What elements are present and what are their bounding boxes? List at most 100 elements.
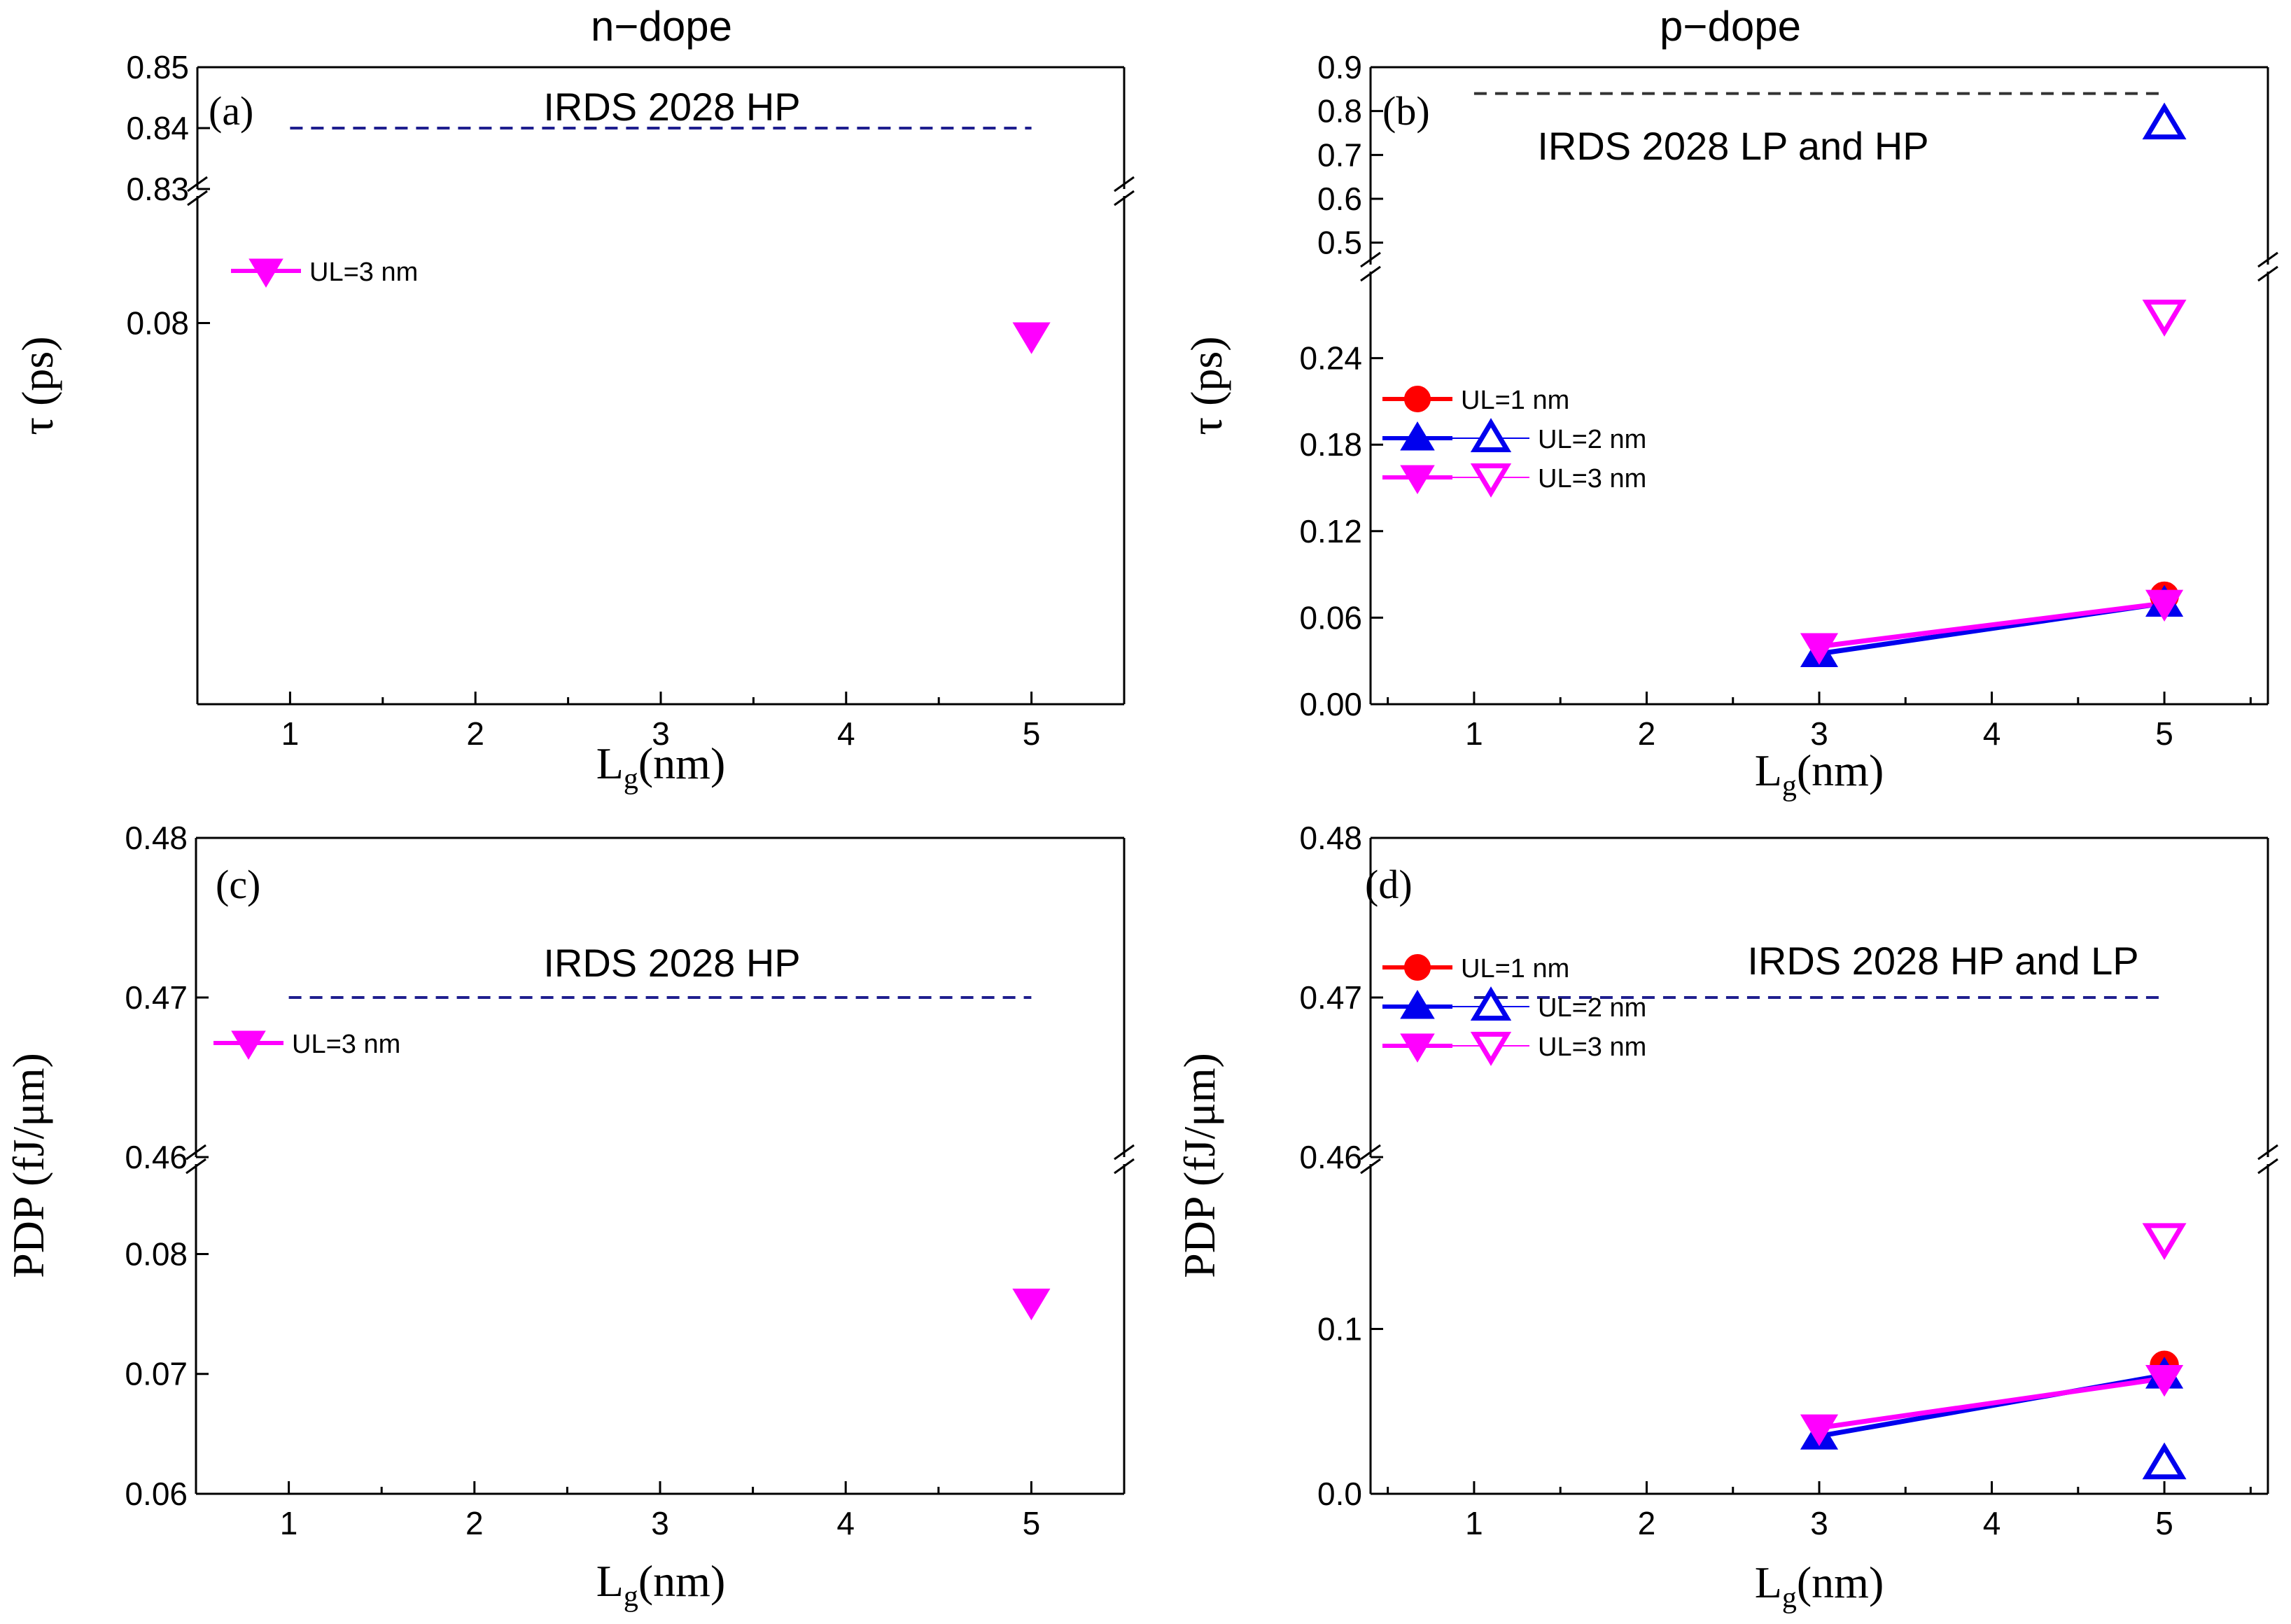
column-title-n-dope: n−dope [591, 3, 732, 50]
legend-marker [1400, 421, 1435, 451]
x-tick-label: 3 [652, 715, 670, 752]
x-tick-label: 3 [1810, 1505, 1828, 1541]
legend-marker [231, 1030, 266, 1060]
y-tick-label: 0.46 [125, 1139, 188, 1175]
y-tick-label: 0.08 [126, 305, 189, 342]
y-tick-label: 0.24 [1299, 340, 1362, 377]
y-axis-label: τ (ps) [13, 336, 62, 435]
y-tick-label: 0.46 [1299, 1139, 1362, 1175]
x-axis-label: Lg(nm) [596, 1556, 726, 1613]
x-tick-label: 3 [1810, 715, 1828, 752]
data-point [2142, 1442, 2187, 1480]
x-tick-label: 2 [1638, 715, 1656, 752]
column-title-p-dope: p−dope [1660, 3, 1801, 50]
legend-marker [1400, 990, 1435, 1019]
data-point [1800, 1414, 1839, 1446]
panel-label: (a) [209, 88, 253, 134]
y-tick-label: 0.1 [1317, 1311, 1362, 1348]
y-tick-label: 0.48 [1299, 820, 1362, 856]
y-tick-label: 0.08 [125, 1236, 188, 1272]
series-line [1819, 601, 2165, 650]
legend-label: UL=3 nm [292, 1030, 400, 1059]
left-axis-break-mark [1360, 1144, 1381, 1161]
x-tick-label: 4 [836, 1505, 855, 1541]
y-tick-label: 0.00 [1299, 686, 1362, 722]
legend-marker [1400, 465, 1435, 494]
legend-marker [1470, 418, 1512, 452]
y-tick-label: 0.47 [1299, 979, 1362, 1016]
legend-label: UL=1 nm [1461, 386, 1569, 415]
x-tick-label: 5 [2155, 1505, 2173, 1541]
data-point [2142, 102, 2187, 140]
legend-label: UL=1 nm [1461, 954, 1569, 983]
y-tick-label: 0.47 [125, 979, 188, 1016]
left-axis-break-mark [1360, 251, 1381, 268]
data-point [2145, 1365, 2184, 1397]
data-point [1800, 633, 1839, 665]
left-axis-break-mark [187, 176, 208, 192]
x-tick-label: 2 [465, 1505, 484, 1541]
legend-label: UL=2 nm [1538, 993, 1646, 1023]
left-axis-break-mark [185, 1158, 206, 1175]
data-point [1012, 1288, 1051, 1321]
y-tick-label: 0.48 [125, 820, 188, 856]
left-axis-break-mark [187, 190, 208, 206]
y-tick-label: 0.83 [126, 171, 189, 207]
legend-marker [1470, 986, 1512, 1021]
panel-label: (d) [1365, 862, 1413, 907]
x-axis-label: Lg(nm) [596, 738, 726, 795]
y-tick-label: 0.8 [1317, 93, 1362, 130]
legend-label: UL=3 nm [1538, 1032, 1646, 1062]
legend-marker [1470, 1032, 1512, 1066]
x-tick-label: 1 [281, 715, 300, 752]
x-axis-label: Lg(nm) [1755, 746, 1884, 802]
right-axis-break-mark [1114, 1158, 1135, 1175]
y-tick-label: 0.06 [1299, 599, 1362, 636]
right-axis-break-mark [1114, 1144, 1135, 1161]
y-tick-label: 0.7 [1317, 136, 1362, 173]
x-tick-label: 5 [1023, 1505, 1041, 1541]
y-tick-label: 0.0 [1317, 1476, 1362, 1512]
y-tick-label: 0.12 [1299, 513, 1362, 550]
x-tick-label: 4 [837, 715, 855, 752]
x-tick-label: 3 [651, 1505, 669, 1541]
y-axis-label: τ (ps) [1182, 336, 1231, 435]
x-tick-label: 1 [280, 1505, 298, 1541]
data-point [2142, 300, 2187, 337]
x-axis-label: Lg(nm) [1755, 1558, 1884, 1614]
legend-marker [1404, 954, 1431, 981]
right-axis-break-mark [2257, 1158, 2278, 1175]
x-tick-label: 2 [466, 715, 484, 752]
y-tick-label: 0.5 [1317, 225, 1362, 261]
x-tick-label: 5 [1023, 715, 1041, 752]
right-axis-break-mark [1114, 190, 1135, 206]
irds-reference-label: IRDS 2028 HP [543, 941, 800, 985]
y-axis-label: PDP (fJ/μm) [3, 1053, 53, 1278]
left-axis-break-mark [1360, 265, 1381, 282]
x-tick-label: 4 [1983, 715, 2001, 752]
left-axis-break-mark [185, 1144, 206, 1161]
right-axis-break-mark [2257, 251, 2278, 268]
right-axis-break-mark [2257, 1144, 2278, 1161]
y-axis-label: PDP (fJ/μm) [1175, 1053, 1224, 1278]
x-tick-label: 5 [2155, 715, 2173, 752]
legend-label: UL=2 nm [1538, 425, 1646, 454]
legend-marker [1470, 463, 1512, 498]
irds-reference-label: IRDS 2028 HP [543, 85, 800, 129]
right-axis-break-mark [1114, 176, 1135, 192]
right-axis-break-mark [2257, 265, 2278, 282]
y-tick-label: 0.18 [1299, 426, 1362, 463]
irds-reference-label: IRDS 2028 HP and LP [1747, 939, 2138, 983]
x-tick-label: 2 [1638, 1505, 1656, 1541]
y-tick-label: 0.9 [1317, 49, 1362, 85]
panel-d: 1 2 3 4 5 0.46 0.47 0.48 0.0 0.1 IRDS 2028 HP and … [1175, 820, 2278, 1614]
y-tick-label: 0.85 [126, 49, 189, 85]
data-point [1012, 322, 1051, 354]
panel-b: 1 2 3 4 5 0.5 0.6 0.7 0.8 0.9 0.00 0.06 0.12 0.18 0.24… [1182, 49, 2278, 802]
panel-a: 1 2 3 4 5 0.83 0.84 0.85 0.08 IRDS 2028 HP UL=3 nm… [13, 49, 1135, 795]
legend-marker [1400, 1033, 1435, 1063]
left-axis-break-mark [1360, 1158, 1381, 1175]
legend-label: UL=3 nm [1538, 464, 1646, 493]
